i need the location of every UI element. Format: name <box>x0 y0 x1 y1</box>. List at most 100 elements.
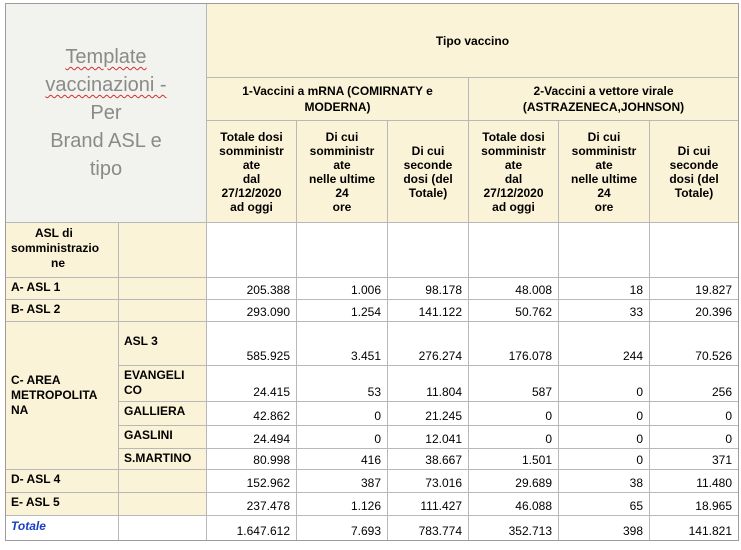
value-cell: 33 <box>559 300 650 322</box>
title-line: Per <box>90 102 122 124</box>
value-cell: 0 <box>559 366 650 402</box>
group-mrna-line1: 1-Vaccini a mRNA (COMIRNATY e <box>242 84 433 98</box>
row-sublabel-text: ASL 3 <box>124 334 158 348</box>
blank-cell <box>207 223 297 278</box>
tipo-vaccino-header: Tipo vaccino <box>207 4 739 78</box>
column-header-line: nelle ultime <box>308 171 376 186</box>
blank-cell <box>297 223 388 278</box>
value-cell: 38 <box>559 470 650 493</box>
value-cell: 0 <box>469 426 559 449</box>
column-header-line: somministr <box>219 143 284 158</box>
value-cell: 237.478 <box>207 493 297 516</box>
value-cell: 98.178 <box>388 278 469 300</box>
column-header-line: dal <box>504 171 523 186</box>
column-header-line: dal <box>242 171 261 186</box>
value-cell: 141.122 <box>388 300 469 322</box>
blank-cell <box>559 223 650 278</box>
value-cell: 244 <box>559 322 650 366</box>
area-line: METROPOLITA <box>11 388 98 402</box>
value-cell: 42.862 <box>207 402 297 426</box>
value-cell: 3.451 <box>297 322 388 366</box>
value-cell: 48.008 <box>469 278 559 300</box>
row-sublabel <box>119 300 207 322</box>
title-line: tipo <box>89 158 123 180</box>
value-cell: 0 <box>297 402 388 426</box>
value-cell: 21.245 <box>388 402 469 426</box>
title-line: Template <box>65 46 147 68</box>
totale-value: 1.647.612 <box>207 516 297 541</box>
value-cell: 0 <box>297 426 388 449</box>
column-header-line: somministr <box>571 143 637 158</box>
row-sublabel-text: GALLIERA <box>124 404 186 418</box>
value-cell: 371 <box>650 449 739 470</box>
value-cell: 46.088 <box>469 493 559 516</box>
column-header-line: 27/12/2020 <box>221 185 282 200</box>
value-cell: 152.962 <box>207 470 297 493</box>
row-label: E- ASL 5 <box>6 493 119 516</box>
row-sublabel: GALLIERA <box>119 402 207 426</box>
totale-sub <box>119 516 207 541</box>
value-cell: 276.274 <box>388 322 469 366</box>
row-sublabel <box>119 493 207 516</box>
value-cell: 387 <box>297 470 388 493</box>
row-sublabel: ASL 3 <box>119 322 207 366</box>
totale-value: 141.821 <box>650 516 739 541</box>
column-header: Totale dosi somministr ate dal 27/12/2020 ad … <box>469 121 559 223</box>
column-header-line: ore <box>332 199 352 214</box>
column-header-line: 24 <box>597 185 611 200</box>
value-cell: 585.925 <box>207 322 297 366</box>
value-cell: 73.016 <box>388 470 469 493</box>
value-cell: 80.998 <box>207 449 297 470</box>
column-header-line: Totale) <box>408 185 448 200</box>
area-metropolitana-label: C- AREA METROPOLITA NA <box>6 322 119 470</box>
column-header-line: dosi (del <box>669 171 719 186</box>
totale-value: 7.693 <box>297 516 388 541</box>
area-line: NA <box>11 403 29 417</box>
column-header-line: ate <box>333 157 351 172</box>
value-cell: 293.090 <box>207 300 297 322</box>
column-header-line: Totale) <box>674 185 714 200</box>
value-cell: 24.494 <box>207 426 297 449</box>
column-header-line: ad oggi <box>230 199 273 214</box>
group-vettore-line2: (ASTRAZENECA,JOHNSON) <box>522 100 685 114</box>
value-cell: 1.006 <box>297 278 388 300</box>
column-header-line: seconde <box>669 157 719 172</box>
asl-header-sub <box>119 223 207 278</box>
value-cell: 0 <box>559 426 650 449</box>
row-sublabel <box>119 278 207 300</box>
column-header-line: Di cui <box>325 129 359 144</box>
row-sublabel-line: CO <box>124 383 142 397</box>
asl-header-line: somministrazio <box>11 241 100 255</box>
column-header-line: ore <box>594 199 614 214</box>
value-cell: 70.526 <box>650 322 739 366</box>
row-sublabel: GASLINI <box>119 426 207 449</box>
asl-header-line: ASL di <box>35 226 73 240</box>
group-vettore-header: 2-Vaccini a vettore virale (ASTRAZENECA,… <box>469 78 739 121</box>
column-header-line: somministr <box>309 143 375 158</box>
row-label: B- ASL 2 <box>6 300 119 322</box>
column-header-line: Di cui <box>587 129 621 144</box>
value-cell: 53 <box>297 366 388 402</box>
totale-value: 352.713 <box>469 516 559 541</box>
value-cell: 0 <box>559 449 650 470</box>
value-cell: 12.041 <box>388 426 469 449</box>
value-cell: 416 <box>297 449 388 470</box>
column-header: Di cui somministr ate nelle ultime 24 ore <box>559 121 650 223</box>
row-sublabel-line: EVANGELI <box>124 368 185 382</box>
totale-value: 398 <box>559 516 650 541</box>
column-header: Di cui seconde dosi (del Totale) <box>388 121 469 223</box>
value-cell: 18.965 <box>650 493 739 516</box>
row-label: A- ASL 1 <box>6 278 119 300</box>
column-header-line: Totale dosi <box>220 129 283 144</box>
column-header-line: nelle ultime <box>570 171 638 186</box>
row-sublabel: S.MARTINO <box>119 449 207 470</box>
value-cell: 205.388 <box>207 278 297 300</box>
totale-value: 783.774 <box>388 516 469 541</box>
value-cell: 11.480 <box>650 470 739 493</box>
value-cell: 1.501 <box>469 449 559 470</box>
value-cell: 20.396 <box>650 300 739 322</box>
value-cell: 0 <box>469 402 559 426</box>
column-header: Totale dosi somministr ate dal 27/12/2020 ad … <box>207 121 297 223</box>
value-cell: 29.689 <box>469 470 559 493</box>
